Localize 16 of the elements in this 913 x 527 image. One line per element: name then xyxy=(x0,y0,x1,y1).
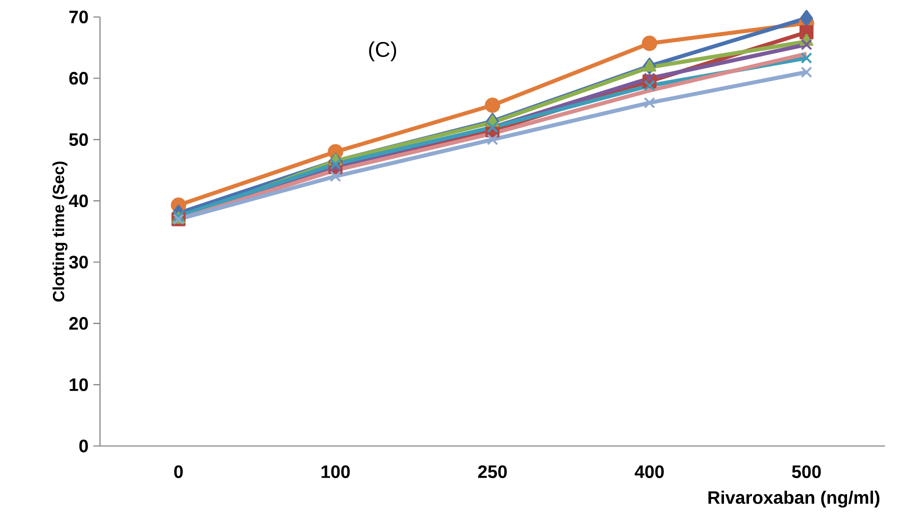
x-tick-label: 0 xyxy=(174,465,183,478)
x-tick-label: 100 xyxy=(322,465,350,478)
annotation: (C) xyxy=(369,41,396,62)
x-axis-title: Rivaroxaban (ng/ml) xyxy=(708,490,880,508)
x-tick-label: 400 xyxy=(634,465,664,478)
y-tick-label: 20 xyxy=(69,317,88,330)
y-tick-label: 10 xyxy=(70,378,88,392)
y-tick-label: 40 xyxy=(68,194,88,208)
y-tick-label: 30 xyxy=(69,256,88,269)
x-tick-label: 250 xyxy=(478,465,507,478)
y-tick-label: 60 xyxy=(69,72,88,85)
y-axis-title: Clotting time (Sec) xyxy=(52,162,68,302)
y-tick-label: 70 xyxy=(69,10,88,24)
y-tick-label: 50 xyxy=(69,133,88,146)
y-tick-label: 0 xyxy=(79,440,88,452)
x-tick-label: 500 xyxy=(792,465,821,478)
